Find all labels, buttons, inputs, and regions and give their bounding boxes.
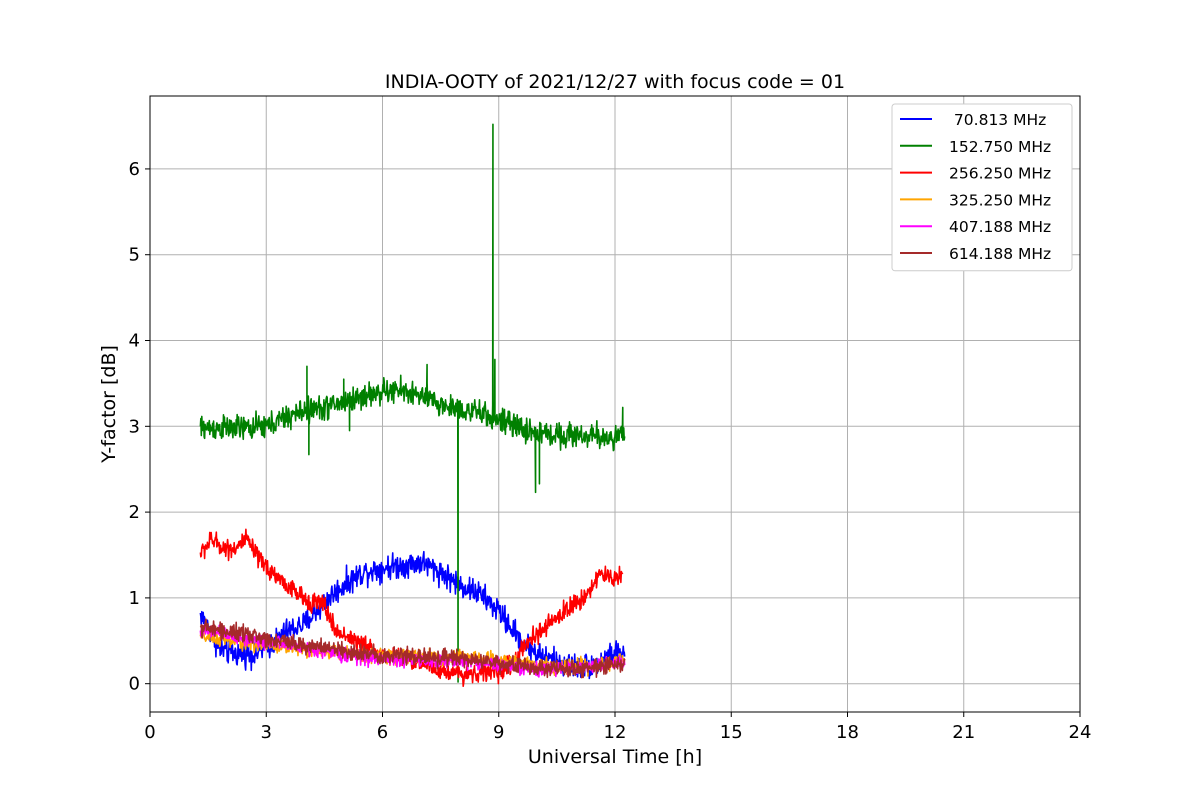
legend-label: 407.188 MHz: [949, 218, 1051, 236]
x-tick-label: 15: [720, 722, 743, 743]
y-axis-label: Y-factor [dB]: [98, 345, 120, 464]
y-tick-label: 5: [129, 245, 140, 266]
x-tick-label: 24: [1069, 722, 1092, 743]
series-line-1: [199, 123, 626, 683]
x-tick-label: 18: [836, 722, 859, 743]
x-axis-label: Universal Time [h]: [528, 746, 702, 768]
y-tick-label: 3: [129, 416, 140, 437]
legend-label: 70.813 MHz: [949, 111, 1046, 129]
y-tick-label: 6: [129, 159, 140, 180]
legend-label: 152.750 MHz: [949, 138, 1051, 156]
chart-title: INDIA-OOTY of 2021/12/27 with focus code…: [385, 71, 845, 93]
x-tick-label: 12: [604, 722, 627, 743]
x-tick-label: 6: [377, 722, 388, 743]
y-tick-label: 1: [129, 588, 140, 609]
series-line-5: [199, 618, 626, 679]
x-tick-label: 0: [144, 722, 155, 743]
legend-label: 614.188 MHz: [949, 245, 1051, 263]
legend-label: 325.250 MHz: [949, 191, 1051, 209]
series-line-2: [199, 528, 624, 688]
x-tick-label: 21: [952, 722, 975, 743]
x-tick-label: 3: [261, 722, 272, 743]
legend-box: [891, 103, 1073, 272]
x-tick-label: 9: [493, 722, 504, 743]
series-group: [199, 123, 626, 688]
y-tick-label: 0: [129, 674, 140, 695]
legend-label: 256.250 MHz: [949, 165, 1051, 183]
legend: 70.813 MHz 152.750 MHz 256.250 MHz 325.250 …: [891, 103, 1073, 272]
y-tick-label: 4: [129, 331, 140, 352]
y-tick-label: 2: [129, 502, 140, 523]
series-line-0: [199, 550, 626, 680]
